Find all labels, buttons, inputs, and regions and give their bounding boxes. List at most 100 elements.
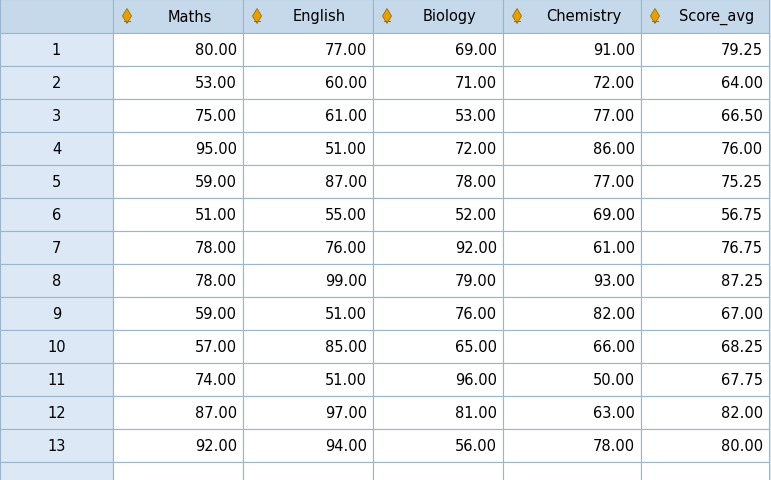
Text: 59.00: 59.00 [195, 306, 237, 321]
Bar [113, 133, 243, 166]
Text: 51.00: 51.00 [195, 207, 237, 223]
Bar [373, 429, 503, 462]
Bar [641, 67, 769, 100]
Bar [113, 231, 243, 264]
Text: 11: 11 [47, 372, 66, 387]
Bar [373, 199, 503, 231]
Bar [243, 34, 373, 67]
Bar [641, 100, 769, 133]
Bar [0, 396, 113, 429]
Bar [113, 264, 243, 298]
Text: 7: 7 [52, 240, 61, 255]
Bar [503, 330, 641, 363]
Text: 79.25: 79.25 [721, 43, 763, 58]
Polygon shape [651, 10, 659, 24]
Bar [243, 429, 373, 462]
Text: 72.00: 72.00 [593, 76, 635, 91]
Bar [0, 0, 113, 34]
Text: 4: 4 [52, 142, 61, 156]
Text: 80.00: 80.00 [721, 438, 763, 453]
Bar [113, 396, 243, 429]
Text: 81.00: 81.00 [455, 405, 497, 420]
Bar [641, 298, 769, 330]
Bar [113, 298, 243, 330]
Bar [0, 133, 113, 166]
Text: 72.00: 72.00 [455, 142, 497, 156]
Text: 56.00: 56.00 [455, 438, 497, 453]
Text: 5: 5 [52, 175, 61, 190]
Text: 56.75: 56.75 [721, 207, 763, 223]
Bar [0, 298, 113, 330]
Text: 61.00: 61.00 [593, 240, 635, 255]
Bar [0, 199, 113, 231]
Bar [0, 462, 113, 480]
Bar [0, 34, 113, 67]
Polygon shape [123, 10, 132, 24]
Bar [503, 199, 641, 231]
Bar [503, 133, 641, 166]
Text: 12: 12 [47, 405, 66, 420]
Bar [243, 133, 373, 166]
Bar [503, 0, 641, 34]
Bar [503, 34, 641, 67]
Text: 85.00: 85.00 [325, 339, 367, 354]
Bar [243, 67, 373, 100]
Text: 96.00: 96.00 [455, 372, 497, 387]
Text: 76.00: 76.00 [455, 306, 497, 321]
Text: 76.00: 76.00 [325, 240, 367, 255]
Text: 2: 2 [52, 76, 61, 91]
Text: 87.00: 87.00 [195, 405, 237, 420]
Text: 93.00: 93.00 [593, 274, 635, 288]
Bar [113, 0, 243, 34]
Text: 82.00: 82.00 [593, 306, 635, 321]
Bar [243, 166, 373, 199]
Text: 78.00: 78.00 [195, 240, 237, 255]
Bar [243, 100, 373, 133]
Polygon shape [513, 10, 521, 24]
Bar [113, 34, 243, 67]
Bar [0, 330, 113, 363]
Bar [243, 264, 373, 298]
Bar [503, 298, 641, 330]
Bar [641, 363, 769, 396]
Text: 57.00: 57.00 [195, 339, 237, 354]
Bar [503, 462, 641, 480]
Text: 63.00: 63.00 [593, 405, 635, 420]
Bar [243, 330, 373, 363]
Bar [243, 396, 373, 429]
Text: 67.00: 67.00 [721, 306, 763, 321]
Text: 92.00: 92.00 [195, 438, 237, 453]
Bar [243, 363, 373, 396]
Bar [641, 133, 769, 166]
Bar [641, 231, 769, 264]
Bar [373, 133, 503, 166]
Text: 77.00: 77.00 [593, 109, 635, 124]
Text: 53.00: 53.00 [455, 109, 497, 124]
Text: 61.00: 61.00 [325, 109, 367, 124]
Text: 9: 9 [52, 306, 61, 321]
Text: 8: 8 [52, 274, 61, 288]
Text: 77.00: 77.00 [593, 175, 635, 190]
Polygon shape [382, 10, 392, 24]
Bar [113, 363, 243, 396]
Text: Maths: Maths [167, 10, 212, 24]
Bar [113, 330, 243, 363]
Text: 95.00: 95.00 [195, 142, 237, 156]
Text: 69.00: 69.00 [593, 207, 635, 223]
Bar [503, 396, 641, 429]
Text: 78.00: 78.00 [593, 438, 635, 453]
Text: 59.00: 59.00 [195, 175, 237, 190]
Text: 71.00: 71.00 [455, 76, 497, 91]
Text: 75.00: 75.00 [195, 109, 237, 124]
Bar [243, 199, 373, 231]
Text: Chemistry: Chemistry [546, 10, 621, 24]
Text: 76.75: 76.75 [721, 240, 763, 255]
Bar [373, 298, 503, 330]
Bar [373, 462, 503, 480]
Text: 64.00: 64.00 [721, 76, 763, 91]
Bar [373, 396, 503, 429]
Bar [113, 166, 243, 199]
Text: 53.00: 53.00 [195, 76, 237, 91]
Text: 51.00: 51.00 [325, 372, 367, 387]
Bar [373, 0, 503, 34]
